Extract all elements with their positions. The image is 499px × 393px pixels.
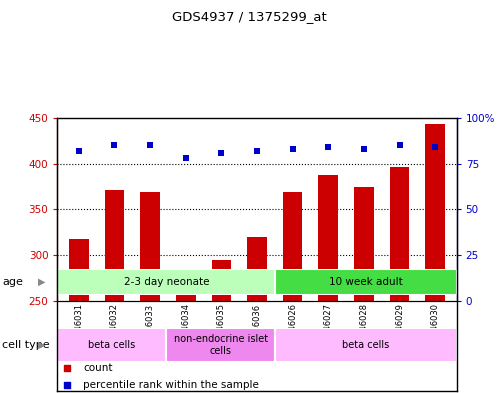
Point bbox=[253, 148, 261, 154]
Point bbox=[324, 144, 332, 150]
Point bbox=[75, 148, 83, 154]
Bar bbox=[275, 269, 457, 295]
Text: percentile rank within the sample: percentile rank within the sample bbox=[83, 380, 259, 389]
Bar bbox=[390, 167, 409, 301]
Point bbox=[288, 146, 296, 152]
Bar bbox=[140, 192, 160, 301]
Text: 2-3 day neonate: 2-3 day neonate bbox=[124, 277, 209, 287]
Point bbox=[110, 142, 118, 149]
Bar bbox=[318, 175, 338, 301]
Bar bbox=[105, 190, 124, 301]
Bar bbox=[275, 328, 457, 362]
Point bbox=[431, 144, 439, 150]
Text: beta cells: beta cells bbox=[342, 340, 390, 350]
Bar bbox=[57, 328, 166, 362]
Bar bbox=[69, 239, 89, 301]
Bar bbox=[57, 269, 275, 295]
Text: ▶: ▶ bbox=[37, 340, 45, 350]
Point bbox=[396, 142, 404, 149]
Text: ▶: ▶ bbox=[37, 277, 45, 287]
Bar bbox=[176, 272, 196, 301]
Text: non-endocrine islet
cells: non-endocrine islet cells bbox=[174, 334, 268, 356]
Point bbox=[63, 381, 71, 387]
Text: count: count bbox=[83, 363, 113, 373]
Bar bbox=[283, 192, 302, 301]
Text: 10 week adult: 10 week adult bbox=[329, 277, 403, 287]
Bar bbox=[354, 187, 374, 301]
Point bbox=[146, 142, 154, 149]
Text: beta cells: beta cells bbox=[88, 340, 135, 350]
Bar bbox=[166, 328, 275, 362]
Point bbox=[218, 149, 226, 156]
Text: age: age bbox=[2, 277, 23, 287]
Bar bbox=[425, 124, 445, 301]
Text: GDS4937 / 1375299_at: GDS4937 / 1375299_at bbox=[172, 10, 327, 23]
Point bbox=[182, 155, 190, 161]
Bar bbox=[212, 259, 231, 301]
Point bbox=[360, 146, 368, 152]
Point bbox=[63, 365, 71, 371]
Text: cell type: cell type bbox=[2, 340, 50, 350]
Bar bbox=[247, 237, 267, 301]
